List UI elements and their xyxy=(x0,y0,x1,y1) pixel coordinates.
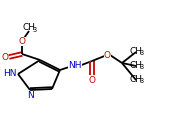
Text: CH: CH xyxy=(129,75,143,84)
Text: N: N xyxy=(27,91,33,100)
Text: 3: 3 xyxy=(33,27,36,33)
Text: HN: HN xyxy=(4,69,17,78)
Text: O: O xyxy=(88,76,95,85)
Text: O: O xyxy=(1,53,8,61)
Text: CH: CH xyxy=(22,24,36,33)
Text: CH: CH xyxy=(129,46,143,55)
Text: NH: NH xyxy=(68,61,82,71)
Text: O: O xyxy=(104,51,111,60)
Text: 3: 3 xyxy=(139,78,144,84)
Text: 3: 3 xyxy=(139,50,144,56)
Text: O: O xyxy=(19,36,26,45)
Text: 3: 3 xyxy=(139,64,144,70)
Text: CH: CH xyxy=(129,60,143,69)
